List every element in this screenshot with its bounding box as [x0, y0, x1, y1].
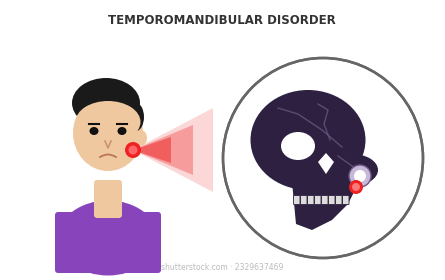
FancyBboxPatch shape	[55, 212, 161, 273]
Ellipse shape	[73, 95, 143, 171]
Ellipse shape	[326, 154, 378, 186]
Ellipse shape	[58, 200, 158, 276]
Ellipse shape	[76, 101, 141, 143]
Ellipse shape	[137, 130, 147, 146]
Polygon shape	[292, 164, 358, 230]
Ellipse shape	[251, 90, 365, 190]
Circle shape	[223, 58, 423, 258]
Ellipse shape	[89, 127, 98, 135]
Circle shape	[349, 180, 363, 194]
Circle shape	[354, 170, 366, 182]
Polygon shape	[133, 108, 213, 192]
Ellipse shape	[117, 127, 126, 135]
FancyBboxPatch shape	[343, 195, 349, 204]
Polygon shape	[318, 153, 334, 174]
Circle shape	[125, 142, 141, 158]
FancyBboxPatch shape	[336, 195, 342, 204]
Ellipse shape	[72, 78, 140, 128]
FancyBboxPatch shape	[315, 195, 321, 204]
FancyBboxPatch shape	[94, 180, 122, 218]
FancyBboxPatch shape	[321, 195, 328, 204]
FancyBboxPatch shape	[300, 195, 307, 204]
Circle shape	[349, 165, 371, 187]
Circle shape	[352, 183, 360, 191]
Polygon shape	[133, 137, 171, 163]
FancyBboxPatch shape	[294, 195, 300, 204]
Ellipse shape	[281, 132, 315, 160]
Text: TEMPOROMANDIBULAR DISORDER: TEMPOROMANDIBULAR DISORDER	[108, 14, 336, 27]
FancyBboxPatch shape	[307, 195, 314, 204]
Text: shutterstock.com · 2329637469: shutterstock.com · 2329637469	[161, 263, 283, 272]
Polygon shape	[133, 125, 193, 175]
Ellipse shape	[128, 103, 144, 131]
Circle shape	[129, 146, 138, 155]
FancyBboxPatch shape	[328, 195, 335, 204]
